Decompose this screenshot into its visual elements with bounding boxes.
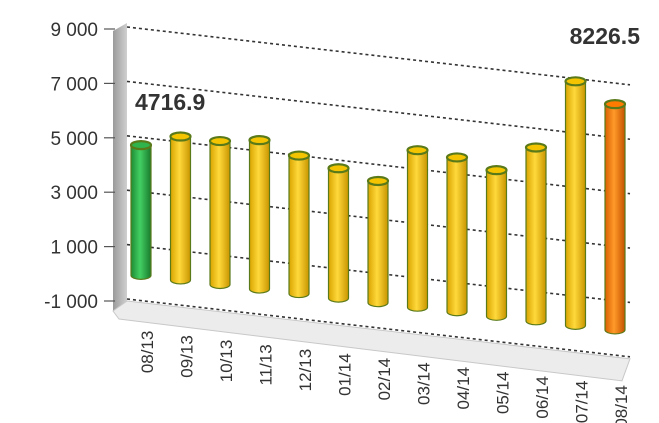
x-tick-label: 04/14 — [454, 367, 473, 410]
bar — [208, 135, 232, 290]
bar-body — [130, 144, 152, 281]
y-tick-label: 7 000 — [50, 74, 98, 95]
bar-cap — [208, 135, 232, 147]
bar-body — [248, 139, 271, 294]
bar — [287, 150, 311, 299]
y-tick-label: 9 000 — [50, 20, 98, 41]
y-tick-label: 1 000 — [50, 238, 98, 259]
bar-cap — [366, 175, 390, 187]
data-labels: 4716.9 8226.5 — [135, 23, 640, 115]
bar — [445, 152, 469, 317]
data-label: 8226.5 — [570, 23, 641, 49]
data-label: 4716.9 — [135, 89, 205, 115]
bar — [564, 76, 587, 330]
y-axis-labels: -1 000 1 000 3 000 5 000 7 000 9 000 — [44, 20, 115, 313]
bar — [406, 145, 429, 312]
gridline — [126, 26, 631, 86]
bars — [129, 76, 627, 335]
bar-cap — [169, 131, 192, 142]
x-tick-label: 07/14 — [572, 381, 591, 423]
bar-body — [209, 140, 231, 290]
bar-cap — [564, 76, 587, 87]
y-tick-label: 5 000 — [50, 129, 98, 150]
bar — [524, 142, 548, 326]
floor — [112, 300, 631, 382]
x-tick-label: 02/14 — [375, 358, 394, 401]
x-tick-label: 01/14 — [335, 353, 354, 396]
bar — [366, 175, 390, 308]
x-tick-label: 06/14 — [533, 376, 552, 419]
x-tick-label: 10/13 — [217, 340, 236, 383]
x-tick-label: 08/14 — [612, 385, 631, 423]
bar-cap — [524, 142, 548, 153]
bar-body — [485, 169, 508, 321]
bar-body — [604, 103, 626, 335]
bar-body — [288, 154, 310, 299]
y-tick-label: -1 000 — [44, 292, 98, 313]
bar-body — [367, 180, 389, 308]
bar — [169, 131, 192, 285]
x-tick-label: 09/13 — [177, 335, 196, 378]
bar-cap — [248, 135, 271, 146]
bar-body — [564, 80, 587, 330]
gridline — [126, 298, 631, 358]
x-axis-labels: 08/13 09/13 10/13 11/13 12/13 01/14 02/14 03/14… — [138, 331, 631, 423]
bar — [129, 140, 153, 281]
bar — [248, 135, 271, 294]
gridline — [126, 80, 631, 141]
bar-body — [446, 156, 468, 317]
bar-cap — [485, 165, 508, 176]
x-tick-label: 11/13 — [256, 344, 275, 385]
x-tick-label: 08/13 — [138, 331, 157, 374]
x-tick-label: 05/14 — [493, 371, 512, 414]
bar-body — [327, 167, 350, 303]
bar-cap — [445, 152, 469, 163]
side-wall — [113, 23, 127, 311]
bar — [485, 165, 508, 321]
bar-body — [169, 135, 192, 285]
bar — [327, 163, 350, 303]
y-tick-label: 3 000 — [50, 183, 98, 204]
bar-cap — [603, 99, 627, 110]
bar-cap — [327, 163, 350, 174]
x-tick-label: 12/13 — [296, 349, 315, 392]
bar-cap — [129, 140, 153, 151]
bar — [603, 99, 627, 335]
bar-body — [525, 146, 547, 326]
bar-cap — [406, 145, 429, 156]
bar-body — [406, 149, 429, 312]
bar-cap — [287, 150, 311, 161]
x-tick-label: 03/14 — [414, 362, 433, 405]
